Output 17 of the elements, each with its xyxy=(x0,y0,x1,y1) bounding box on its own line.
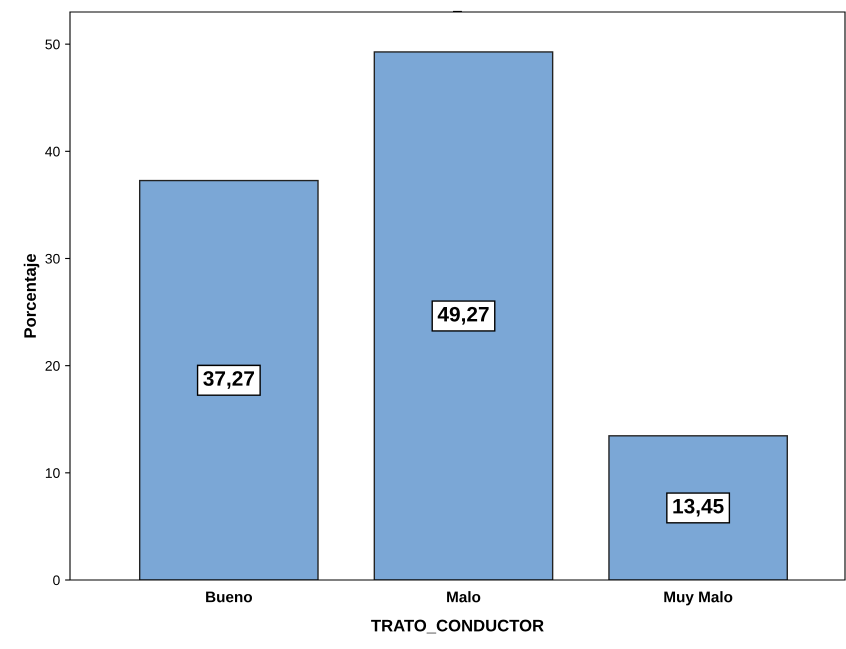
x-tick-label: Bueno xyxy=(206,592,252,602)
data-label: 37,27 xyxy=(203,371,254,389)
x-axis-title: TRATO_CONDUCTOR xyxy=(371,620,544,634)
data-label: 49,27 xyxy=(438,306,489,325)
bar xyxy=(608,435,788,580)
y-tick-label: 40 xyxy=(45,146,60,156)
bar xyxy=(138,180,319,580)
bar xyxy=(374,51,554,580)
y-tick-label: 10 xyxy=(46,468,60,478)
x-tick-label: Malo xyxy=(447,591,480,602)
y-tick-label: 50 xyxy=(45,39,60,50)
y-axis-title: Porcentaje xyxy=(24,254,40,338)
x-tick-label: Muy Malo xyxy=(664,591,732,606)
y-tick-label: 0 xyxy=(53,575,60,586)
y-tick-label: 30 xyxy=(45,254,60,264)
data-label: 13,45 xyxy=(673,498,724,517)
y-tick-label: 20 xyxy=(46,360,60,371)
